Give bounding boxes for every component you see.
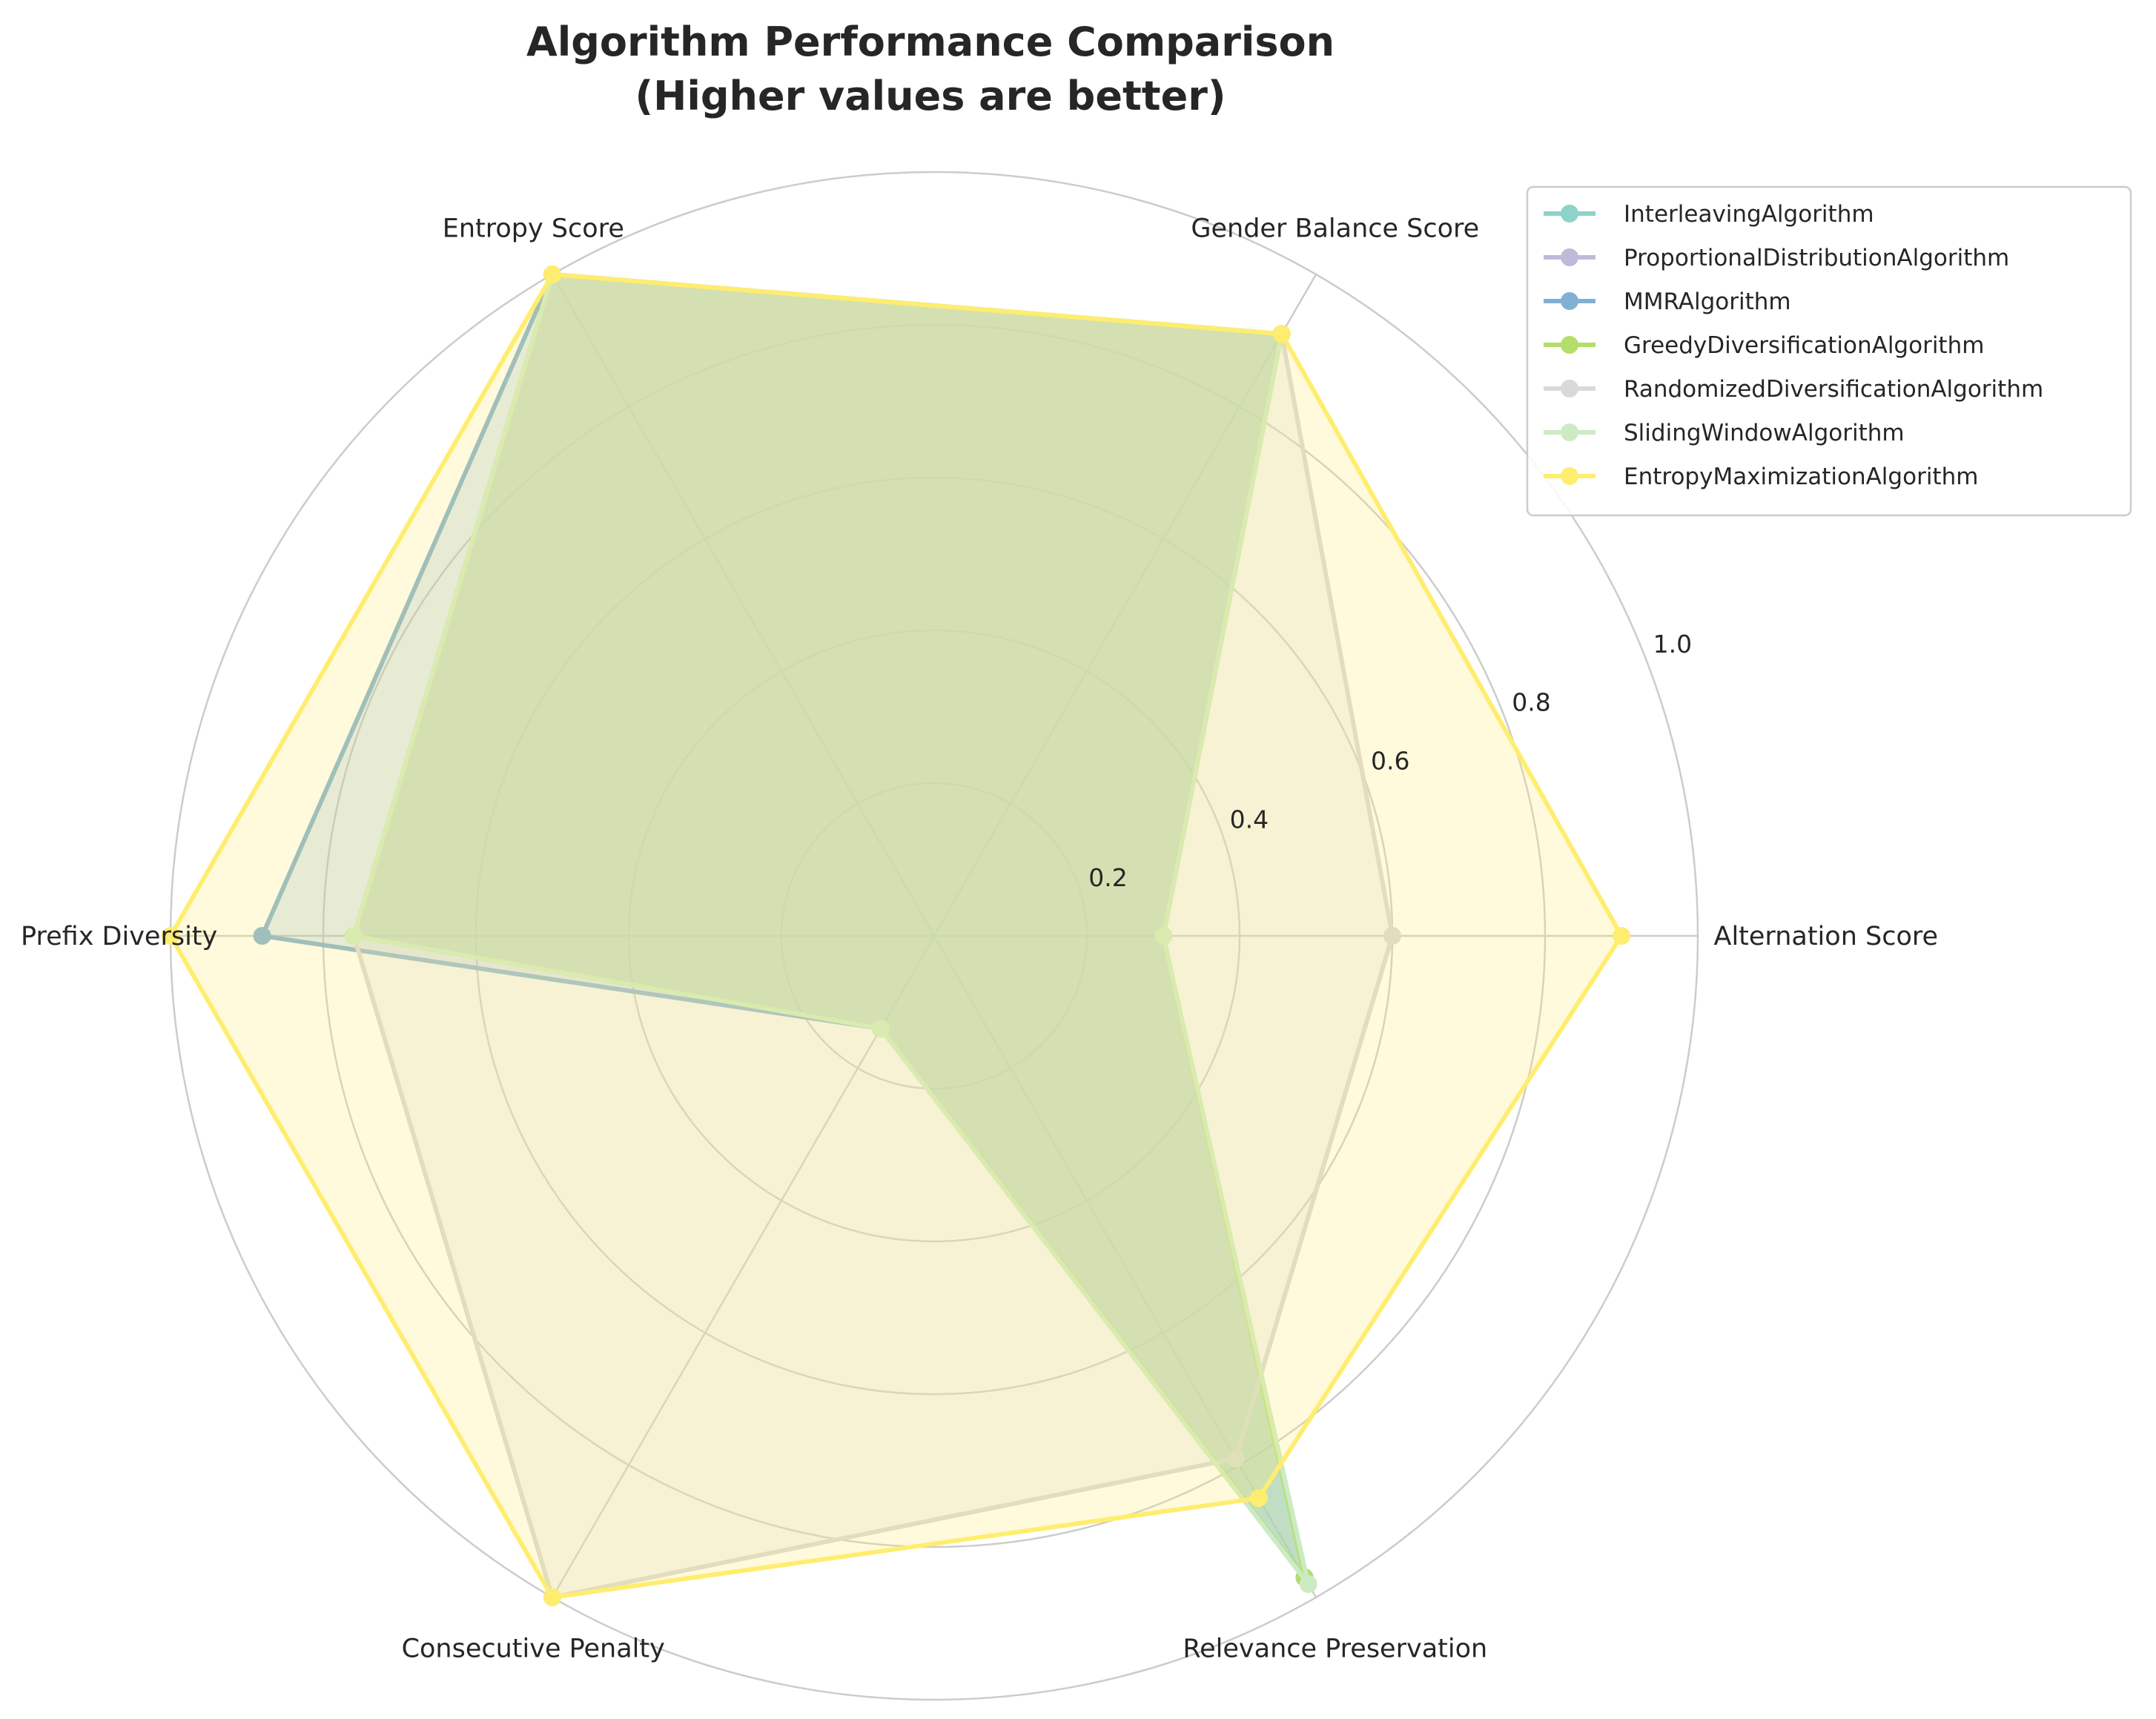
legend-label: InterleavingAlgorithm [1624,201,1874,228]
legend-label: MMRAlgorithm [1624,288,1791,315]
data-point [871,1019,890,1037]
data-point [345,927,363,945]
r-tick-label: 0.8 [1512,688,1550,717]
legend: InterleavingAlgorithm ProportionalDistrib… [1526,185,2132,517]
series-area [354,274,1393,1597]
legend-swatch-marker [1561,292,1578,310]
legend-item: InterleavingAlgorithm [1544,201,1874,228]
data-point [253,927,271,945]
data-point [162,927,179,945]
axis-label: Gender Balance Score [1191,214,1479,243]
legend-label: SlidingWindowAlgorithm [1624,420,1905,446]
legend-item: GreedyDiversificationAlgorithm [1544,332,1984,359]
r-tick-label: 0.4 [1230,805,1269,834]
axis-label: Consecutive Penalty [402,1634,665,1664]
series-area [354,274,1309,1585]
series-area [262,274,1305,1578]
data-point [1226,1449,1245,1468]
labels-layer: 0.2 0.4 0.6 0.8 1.0 Alternation Score Gender B… [21,214,1938,1663]
data-point [1272,325,1291,343]
series-area [354,274,1305,1578]
series-EntropyMaximizationAlgorithm [162,265,1630,1606]
legend-box [1526,185,2132,517]
series-layer [162,265,1630,1606]
axis-label: Prefix Diversity [21,922,217,951]
axis-label: Entropy Score [443,214,624,243]
legend-swatch-marker [1561,423,1578,441]
legend-item: ProportionalDistributionAlgorithm [1544,245,2009,271]
grid-spoke [933,935,1317,1598]
data-point [1613,927,1630,945]
grid-spoke [551,935,936,1598]
chart-title: Algorithm Performance Comparison [526,19,1335,65]
series-area [354,274,1305,1578]
data-point [543,1588,561,1606]
legend-label: RandomizedDiversificationAlgorithm [1624,376,2043,403]
grid-spoke [551,274,936,937]
r-tick-label: 0.2 [1088,863,1127,892]
legend-swatch-marker [1561,467,1578,485]
legend-item: EntropyMaximizationAlgorithm [1544,463,1978,490]
legend-swatch-marker [1561,205,1578,222]
legend-label: ProportionalDistributionAlgorithm [1624,245,2009,271]
data-point [1299,1575,1317,1594]
axis-label: Alternation Score [1714,922,1939,951]
legend-label: EntropyMaximizationAlgorithm [1624,463,1978,490]
grid-spoke [933,274,1317,937]
legend-item: MMRAlgorithm [1544,288,1791,315]
legend-swatch-marker [1561,336,1578,354]
data-point [1383,927,1401,945]
legend-label: GreedyDiversificationAlgorithm [1624,332,1984,359]
series-area [354,274,1305,1578]
r-tick-label: 1.0 [1653,630,1692,659]
legend-swatch-marker [1561,380,1578,397]
axis-label: Relevance Preservation [1183,1634,1487,1664]
legend-item: RandomizedDiversificationAlgorithm [1544,376,2043,403]
data-point [543,265,561,283]
legend-swatch-marker [1561,248,1578,266]
data-point [1249,1489,1268,1508]
chart-subtitle: (Higher values are better) [635,73,1226,119]
r-tick-label: 0.6 [1371,747,1409,776]
data-point [1154,927,1172,945]
series-area [171,274,1621,1597]
legend-item: SlidingWindowAlgorithm [1544,420,1905,446]
